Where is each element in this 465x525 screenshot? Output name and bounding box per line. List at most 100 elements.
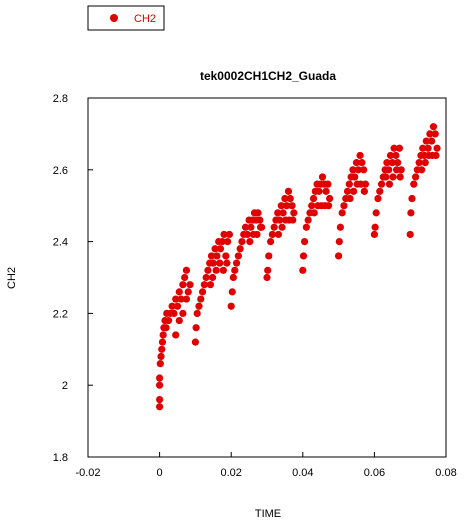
data-point xyxy=(432,151,440,160)
data-point xyxy=(357,180,365,188)
data-point xyxy=(376,187,384,195)
data-point xyxy=(354,166,362,174)
data-point xyxy=(247,223,255,231)
data-point xyxy=(211,245,219,253)
data-point xyxy=(177,295,185,303)
data-point xyxy=(275,216,284,224)
data-point xyxy=(429,123,438,131)
data-point xyxy=(389,173,397,181)
data-point xyxy=(411,173,420,181)
x-tick-label: 0.08 xyxy=(435,467,456,479)
data-point xyxy=(219,266,227,274)
data-point xyxy=(299,252,308,260)
data-point xyxy=(284,187,293,195)
x-axis: -0.02 0 0.02 0.04 0.06 0.08 xyxy=(75,452,457,479)
data-point xyxy=(343,187,352,195)
y-axis-title: CH2 xyxy=(6,267,18,289)
data-point xyxy=(243,230,251,239)
data-point xyxy=(191,338,199,346)
data-point xyxy=(263,273,271,282)
data-point xyxy=(168,302,176,310)
data-point xyxy=(422,137,430,145)
data-point xyxy=(374,194,382,203)
data-point xyxy=(253,230,261,239)
data-point xyxy=(395,144,404,152)
data-point xyxy=(407,209,415,217)
data-point xyxy=(351,173,359,181)
data-point xyxy=(172,331,180,339)
data-point xyxy=(181,273,189,282)
data-point xyxy=(207,252,216,260)
data-point xyxy=(256,223,265,231)
data-point xyxy=(274,230,283,239)
data-point xyxy=(264,266,272,274)
data-point xyxy=(193,309,201,317)
data-point xyxy=(220,230,228,239)
data-point xyxy=(386,151,395,160)
chart-title: tek0002CH1CH2_Guada xyxy=(200,69,336,83)
data-point xyxy=(338,209,346,217)
data-point xyxy=(426,130,434,138)
data-point xyxy=(352,159,361,167)
data-point xyxy=(158,338,167,346)
data-point xyxy=(300,238,309,246)
y-tick-label: 2.8 xyxy=(53,93,68,105)
data-point xyxy=(318,173,327,181)
data-point xyxy=(246,238,254,246)
data-point xyxy=(175,316,183,325)
data-point xyxy=(324,180,332,188)
data-point xyxy=(388,159,396,167)
data-point xyxy=(431,130,439,138)
legend-box xyxy=(87,5,165,31)
data-point xyxy=(179,309,187,317)
data-point xyxy=(227,302,235,310)
data-point xyxy=(241,223,250,231)
data-point xyxy=(223,259,231,267)
data-point xyxy=(289,216,297,224)
x-tick-label: -0.02 xyxy=(75,467,100,479)
data-point xyxy=(419,144,427,152)
data-point xyxy=(175,288,183,296)
data-point xyxy=(232,259,241,267)
data-point xyxy=(392,151,400,160)
data-point xyxy=(390,144,398,152)
data-point xyxy=(406,230,414,239)
data-point xyxy=(383,159,391,167)
data-point xyxy=(173,302,182,310)
data-point xyxy=(385,166,393,174)
data-point xyxy=(346,194,354,203)
data-point xyxy=(225,230,234,239)
data-point xyxy=(179,281,187,289)
data-point xyxy=(410,180,418,188)
x-tick-label: 0.04 xyxy=(292,467,313,479)
data-point xyxy=(270,223,278,231)
data-point xyxy=(308,202,316,210)
x-tick-label: 0.06 xyxy=(364,467,385,479)
data-point xyxy=(192,324,200,332)
data-point xyxy=(265,252,273,260)
data-point xyxy=(283,202,291,210)
data-point xyxy=(349,166,357,174)
data-point xyxy=(182,295,191,303)
data-point xyxy=(360,166,368,174)
x-tick-label: 0.02 xyxy=(220,467,241,479)
data-point xyxy=(358,159,366,167)
data-point xyxy=(304,216,312,224)
legend-marker xyxy=(110,14,118,22)
data-point xyxy=(172,295,180,303)
data-point xyxy=(212,266,220,274)
data-point xyxy=(238,238,246,246)
y-axis: 1.8 2 2.2 2.4 2.6 2.8 xyxy=(53,93,93,464)
data-point xyxy=(290,209,298,217)
data-point xyxy=(170,309,178,317)
data-point xyxy=(218,238,226,246)
data-point xyxy=(356,151,364,160)
data-point xyxy=(394,159,402,167)
data-point xyxy=(195,302,203,310)
data-point xyxy=(274,209,282,217)
data-point xyxy=(421,159,429,167)
data-point xyxy=(299,266,307,274)
data-point xyxy=(322,187,330,195)
x-axis-title: TIME xyxy=(255,508,281,520)
